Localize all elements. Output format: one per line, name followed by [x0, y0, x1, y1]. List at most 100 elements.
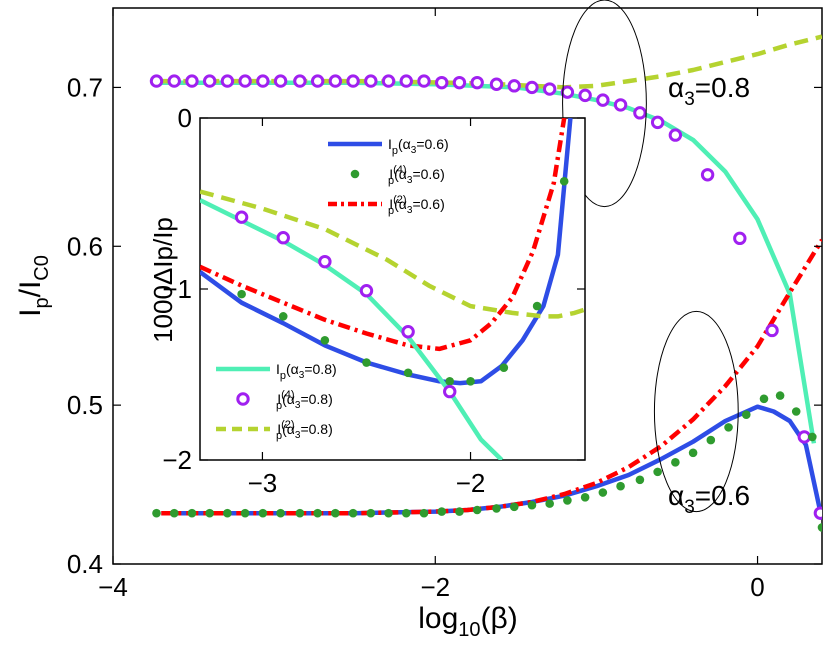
- data-point: [318, 254, 332, 269]
- inset-axis-ticks: −3 −2 −2 −1 0: [162, 103, 585, 498]
- data-point: [668, 128, 683, 142]
- data-point: [366, 508, 376, 518]
- data-point: [466, 377, 475, 386]
- main-xtick-label: −2: [420, 572, 450, 602]
- legend-entry: I(2) p(α3=0.6): [328, 194, 445, 217]
- data-point: [650, 115, 665, 130]
- main-ylabel: Ip/IC0: [14, 255, 53, 317]
- legend-label: Ip(α3=0.6): [388, 136, 449, 157]
- data-point: [256, 74, 270, 88]
- data-point: [452, 75, 467, 90]
- data-point: [149, 74, 164, 88]
- data-point: [237, 289, 246, 299]
- data-point: [320, 336, 330, 345]
- data-point: [187, 508, 197, 518]
- legend-label: I(4) p(α3=0.8): [276, 389, 333, 412]
- data-point: [580, 492, 590, 502]
- inset-xtick-label: −2: [456, 468, 486, 498]
- inset-series-ip-4-3-0-6-: [237, 176, 569, 386]
- data-point: [401, 325, 415, 339]
- data-point: [525, 80, 539, 95]
- inset-series-ip-2-3-0-8-: [200, 189, 585, 319]
- data-point: [635, 475, 645, 485]
- data-point: [741, 410, 751, 419]
- legend-marker: [236, 392, 250, 406]
- data-point: [706, 435, 716, 445]
- data-point: [205, 508, 214, 518]
- main-xlabel: log10(β): [418, 602, 518, 641]
- legend-label: I(4) p(α3=0.6): [388, 164, 445, 187]
- data-point: [419, 508, 429, 518]
- main-ellipses: [562, 0, 739, 513]
- data-point: [532, 301, 542, 311]
- data-point: [362, 358, 371, 367]
- data-point: [293, 74, 307, 88]
- data-point: [346, 74, 360, 88]
- legend-entry: I(2) p(α3=0.8): [216, 419, 333, 442]
- inset-plot-frame: [199, 117, 586, 461]
- main-series-ip-4-3-0-6-: [152, 391, 822, 532]
- data-point: [364, 74, 378, 88]
- data-point: [671, 458, 680, 467]
- data-point: [545, 499, 554, 508]
- data-point: [560, 85, 575, 99]
- data-point: [443, 384, 457, 399]
- data-point: [278, 312, 288, 321]
- highlight-ellipse: [562, 0, 647, 208]
- data-point: [223, 508, 232, 518]
- inset-series-group: [200, 118, 585, 460]
- legend-entry: Ip(α3=0.8): [216, 361, 337, 382]
- data-point: [167, 74, 181, 88]
- data-point: [348, 508, 358, 518]
- data-point: [653, 467, 662, 477]
- data-point: [234, 210, 249, 224]
- data-point: [489, 77, 504, 91]
- data-point: [238, 74, 252, 88]
- legend-entry: I(4) p(α3=0.6): [350, 164, 445, 187]
- main-ytick-label: 0.5: [67, 390, 103, 420]
- inset-ytick-label: 0: [178, 103, 192, 133]
- data-point: [507, 79, 521, 93]
- data-point: [808, 432, 817, 442]
- data-point: [775, 391, 785, 400]
- data-point: [578, 88, 592, 103]
- inset-series-ip-4-3-0-8-: [234, 210, 457, 399]
- data-point: [563, 496, 572, 505]
- data-point: [417, 74, 431, 88]
- data-point: [220, 74, 235, 88]
- data-point: [633, 106, 647, 120]
- data-point: [765, 323, 779, 338]
- main-series-ip-4-3-0-8-: [149, 74, 822, 520]
- main-xtick-label: 0: [750, 572, 764, 602]
- annotation-alpha3-0.8: α3=0.8: [668, 72, 750, 110]
- main-xtick-label: −4: [98, 572, 128, 602]
- data-point: [759, 394, 769, 404]
- data-point: [399, 74, 413, 88]
- legend-label: Ip(α3=0.8): [276, 361, 337, 382]
- data-point: [559, 176, 569, 186]
- data-point: [598, 488, 608, 497]
- data-point: [152, 508, 161, 518]
- data-point: [403, 368, 413, 378]
- data-point: [813, 506, 822, 520]
- legend-label: I(2) p(α3=0.8): [276, 419, 333, 442]
- data-point: [273, 74, 288, 88]
- data-point: [724, 423, 733, 432]
- data-point: [509, 502, 519, 512]
- legend-label: I(2) p(α3=0.6): [388, 194, 445, 217]
- data-point: [527, 500, 537, 510]
- data-point: [359, 284, 374, 298]
- data-point: [435, 75, 449, 90]
- data-point: [313, 508, 322, 518]
- data-point: [445, 377, 455, 386]
- data-point: [437, 507, 447, 516]
- data-point: [733, 231, 747, 246]
- inset-series-ip-2-3-0-6-: [200, 118, 567, 352]
- data-point: [240, 508, 250, 518]
- data-point: [258, 508, 268, 518]
- inset-ytick-label: −1: [162, 274, 192, 304]
- data-point: [455, 507, 464, 516]
- highlight-ellipse: [653, 310, 739, 513]
- data-point: [331, 508, 340, 518]
